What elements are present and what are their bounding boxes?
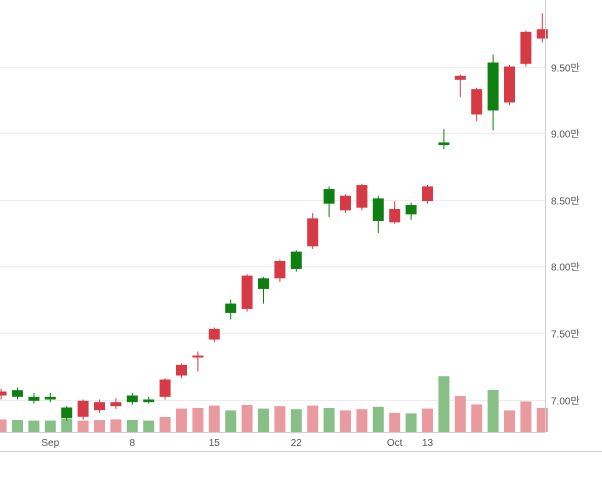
- candle-body: [340, 195, 351, 211]
- candle-body: [208, 328, 220, 340]
- volume-bar: [454, 396, 466, 432]
- volume-bars: [0, 376, 548, 432]
- volume-bar: [110, 419, 122, 432]
- x-tick-label: 22: [291, 438, 303, 449]
- candle-body: [44, 396, 56, 400]
- y-tick-label: 7.50만: [551, 329, 580, 341]
- candle-body: [504, 66, 515, 103]
- volume-bar: [422, 408, 433, 432]
- candle-body: [94, 402, 105, 411]
- candle-body: [176, 364, 187, 376]
- volume-bar: [340, 410, 351, 432]
- candle-body: [77, 400, 89, 417]
- candle-body: [143, 399, 155, 403]
- candle-body: [126, 395, 138, 403]
- candle-body: [61, 407, 73, 419]
- candle-body: [536, 29, 548, 39]
- volume-bar: [143, 420, 155, 432]
- x-tick-label: Oct: [387, 438, 403, 449]
- x-tick-label: 8: [130, 438, 136, 449]
- candle-body: [405, 205, 417, 215]
- y-tick-label: 8.50만: [551, 196, 580, 208]
- volume-bar: [77, 420, 89, 432]
- volume-bar: [258, 408, 269, 432]
- volume-bar: [28, 420, 40, 432]
- volume-bar: [0, 419, 7, 432]
- volume-bar: [159, 417, 171, 432]
- x-tick-label: Sep: [41, 438, 59, 449]
- candle-body: [110, 402, 122, 407]
- volume-bar: [536, 408, 548, 432]
- candle-body: [372, 198, 384, 222]
- volume-bar: [94, 420, 105, 432]
- x-tick-label: 13: [422, 438, 434, 449]
- candle-body: [290, 251, 302, 269]
- candle-body: [241, 275, 253, 309]
- grid-lines: [0, 67, 545, 401]
- candle-body: [356, 185, 368, 208]
- volume-bar: [323, 408, 335, 432]
- y-tick-label: 7.00만: [551, 396, 580, 408]
- price-candles: [0, 13, 548, 421]
- candle-body: [471, 89, 483, 115]
- candle-body: [487, 62, 499, 111]
- y-tick-label: 8.00만: [551, 262, 580, 274]
- y-tick-label: 9.00만: [551, 129, 580, 141]
- volume-bar: [307, 405, 319, 432]
- candle-body: [307, 218, 319, 247]
- volume-bar: [241, 405, 253, 432]
- y-axis: 7.00만 7.50만 8.00만 8.50만 9.00만 9.50만: [545, 0, 580, 432]
- candle-body: [323, 189, 335, 204]
- candle-body: [520, 31, 532, 64]
- volume-bar: [192, 408, 204, 432]
- x-axis: Sep 8 15 22 Oct 13: [0, 432, 602, 452]
- volume-bar: [274, 406, 286, 432]
- volume-bar: [405, 413, 417, 432]
- volume-bar: [520, 401, 532, 432]
- candle-body: [12, 390, 23, 397]
- y-tick-label: 9.50만: [551, 63, 580, 75]
- volume-bar: [176, 408, 187, 432]
- candle-body: [274, 260, 286, 279]
- candle-body: [225, 303, 237, 313]
- candle-body: [192, 355, 204, 358]
- volume-bar: [504, 410, 515, 432]
- volume-bar: [487, 390, 499, 432]
- candle-body: [454, 75, 466, 80]
- volume-bar: [290, 409, 302, 432]
- candle-body: [28, 396, 40, 401]
- candle-body: [438, 142, 450, 146]
- volume-bar: [44, 420, 56, 432]
- volume-bar: [126, 420, 138, 432]
- candle-body: [258, 278, 269, 289]
- volume-bar: [389, 412, 401, 432]
- volume-bar: [438, 376, 450, 432]
- candle-body: [159, 379, 171, 397]
- volume-bar: [12, 420, 23, 432]
- candle-body: [422, 186, 433, 202]
- volume-bar: [208, 405, 220, 432]
- volume-bar: [61, 418, 73, 432]
- volume-bar: [225, 410, 237, 432]
- candle-body: [0, 391, 7, 396]
- volume-bar: [372, 406, 384, 432]
- volume-bar: [356, 409, 368, 432]
- x-tick-label: 15: [209, 438, 221, 449]
- volume-bar: [471, 404, 483, 432]
- candle-body: [389, 209, 401, 223]
